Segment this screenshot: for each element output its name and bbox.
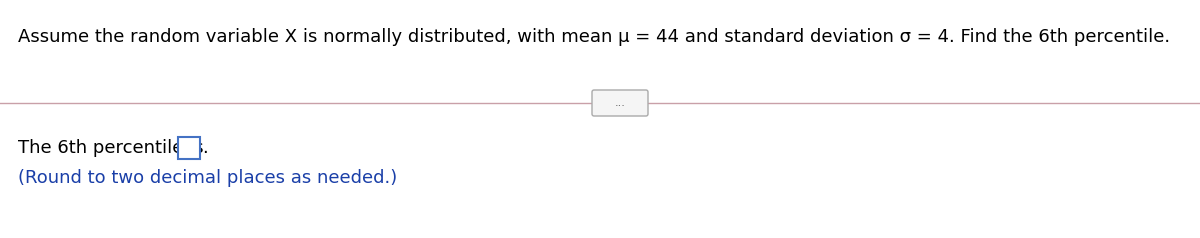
Text: .: . (202, 139, 208, 157)
FancyBboxPatch shape (178, 137, 200, 159)
FancyBboxPatch shape (592, 90, 648, 116)
Text: (Round to two decimal places as needed.): (Round to two decimal places as needed.) (18, 169, 397, 187)
Text: ...: ... (614, 98, 625, 108)
Text: The 6th percentile is: The 6th percentile is (18, 139, 209, 157)
Text: Assume the random variable X is normally distributed, with mean μ = 44 and stand: Assume the random variable X is normally… (18, 28, 1170, 46)
